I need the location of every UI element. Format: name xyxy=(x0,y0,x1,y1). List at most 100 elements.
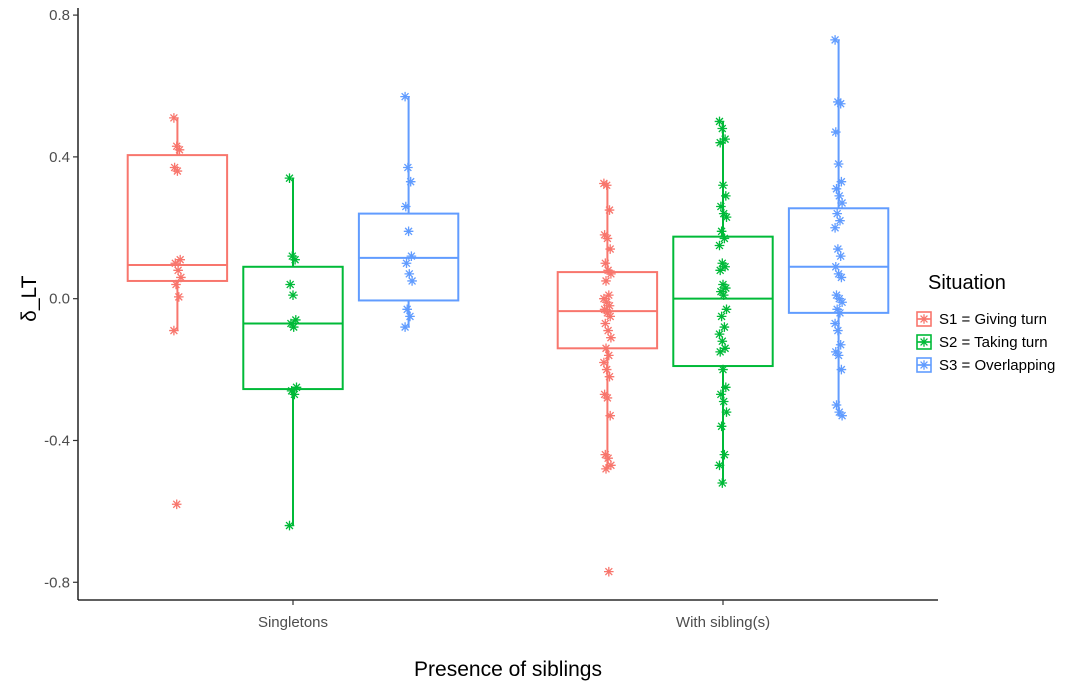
box-1-2 xyxy=(556,178,659,577)
data-point xyxy=(288,322,299,332)
data-point xyxy=(402,304,412,315)
data-point xyxy=(831,400,842,410)
data-point xyxy=(717,478,728,488)
y-tick-label: 0.8 xyxy=(49,7,70,24)
data-point xyxy=(716,201,726,212)
data-point xyxy=(606,460,616,471)
data-point xyxy=(714,240,725,251)
data-point xyxy=(604,371,615,382)
data-point xyxy=(720,261,730,272)
data-point xyxy=(169,325,179,336)
data-point xyxy=(601,180,612,191)
data-point xyxy=(833,325,843,336)
data-point xyxy=(721,407,732,417)
data-point xyxy=(403,162,413,173)
data-point xyxy=(715,265,725,276)
data-point xyxy=(720,343,730,354)
data-point xyxy=(836,272,847,283)
data-point xyxy=(288,290,298,300)
data-point xyxy=(407,276,417,286)
data-point xyxy=(833,97,843,107)
data-point xyxy=(605,244,616,254)
data-point xyxy=(837,198,847,208)
x-tick-label: Singletons xyxy=(258,614,328,631)
data-point xyxy=(721,191,731,201)
data-point xyxy=(717,336,728,347)
data-point xyxy=(919,360,929,370)
data-point xyxy=(836,176,847,187)
plot-area xyxy=(126,35,890,577)
data-point xyxy=(831,183,842,194)
legend-item-1: S1 = Giving turn xyxy=(916,311,1047,328)
data-point xyxy=(721,212,732,222)
data-point xyxy=(832,208,842,219)
data-point xyxy=(716,421,727,432)
data-point xyxy=(716,389,726,400)
data-point xyxy=(718,180,728,191)
data-point xyxy=(837,410,847,421)
data-point xyxy=(599,357,609,368)
y-axis-title: δ_LT xyxy=(18,275,41,321)
data-point xyxy=(599,178,609,189)
data-point xyxy=(291,382,302,393)
data-point xyxy=(284,520,295,531)
data-point xyxy=(600,318,611,329)
data-point xyxy=(601,276,611,286)
data-point xyxy=(602,233,613,244)
data-point xyxy=(721,382,731,393)
box-3-1 xyxy=(357,91,460,332)
data-point xyxy=(172,166,183,176)
data-point xyxy=(175,254,186,265)
data-point xyxy=(835,251,846,261)
data-point xyxy=(716,226,727,237)
data-point xyxy=(400,322,410,332)
data-point xyxy=(606,269,616,279)
box-1-1 xyxy=(126,113,229,510)
data-point xyxy=(919,337,929,347)
data-point xyxy=(601,343,611,354)
data-point xyxy=(169,113,179,123)
data-point xyxy=(403,226,414,237)
data-point xyxy=(719,449,730,460)
data-point xyxy=(401,258,412,269)
data-point xyxy=(603,325,613,336)
data-point xyxy=(835,339,846,350)
x-axis-title: Presence of siblings xyxy=(414,658,602,681)
y-tick-label: -0.4 xyxy=(44,432,70,449)
data-point xyxy=(715,347,725,357)
data-point xyxy=(720,134,730,144)
box-3-2 xyxy=(787,35,890,421)
data-point xyxy=(176,272,186,283)
data-point xyxy=(830,127,841,137)
data-point xyxy=(830,222,840,233)
data-point xyxy=(718,396,729,407)
data-point xyxy=(714,116,725,127)
data-point xyxy=(830,35,840,45)
data-point xyxy=(405,176,416,187)
y-tick-label: 0.0 xyxy=(49,291,70,308)
data-point xyxy=(291,315,301,325)
legend-item-2: S2 = Taking turn xyxy=(916,334,1048,351)
data-point xyxy=(716,311,727,322)
legend-title: Situation xyxy=(928,272,1006,294)
data-point xyxy=(604,205,615,215)
legend: Situation S1 = Giving turn S2 = Taking tu… xyxy=(916,272,1055,374)
data-point xyxy=(173,265,183,276)
data-point xyxy=(601,464,611,474)
legend-item-3: S3 = Overlapping xyxy=(916,357,1055,374)
data-point xyxy=(714,329,725,339)
box-2-1 xyxy=(242,173,344,531)
data-point xyxy=(174,144,185,155)
legend-label: S3 = Overlapping xyxy=(939,357,1055,374)
legend-label: S1 = Giving turn xyxy=(939,311,1047,328)
data-point xyxy=(605,410,616,421)
y-axis-ticks: -0.8 -0.4 0.0 0.4 0.8 xyxy=(44,7,78,591)
data-point xyxy=(406,251,417,261)
x-axis-ticks: Singletons With sibling(s) xyxy=(258,600,770,631)
y-tick-label: 0.4 xyxy=(49,149,70,166)
data-point xyxy=(833,350,844,361)
box-body xyxy=(672,235,774,368)
data-point xyxy=(604,350,614,361)
data-point xyxy=(718,290,729,300)
